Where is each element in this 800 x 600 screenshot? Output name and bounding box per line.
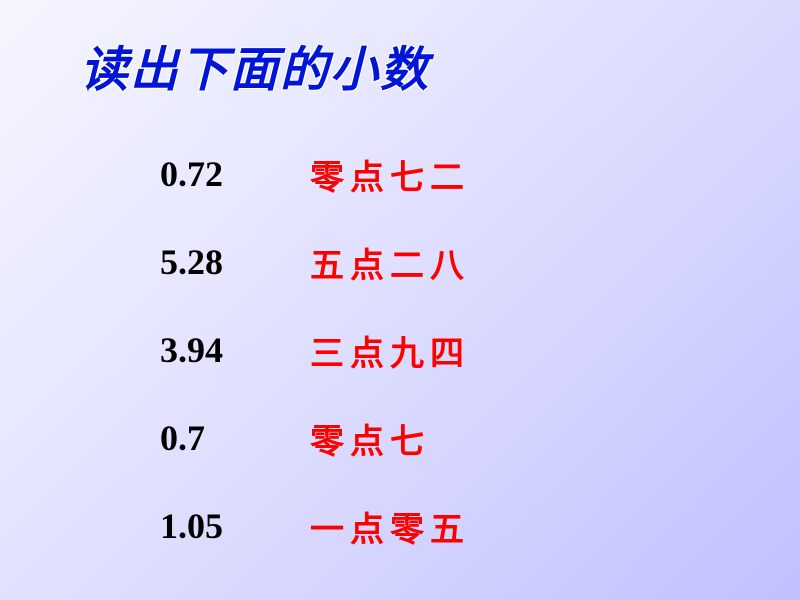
decimal-number: 1.05 — [160, 505, 310, 547]
list-item: 0.72 零点七二 — [160, 130, 470, 218]
page-title: 读出下面的小数 — [80, 30, 430, 100]
decimal-reading: 一点零五 — [310, 502, 470, 551]
decimal-number: 5.28 — [160, 241, 310, 283]
decimal-reading: 零点七 — [310, 414, 430, 463]
decimal-list: 0.72 零点七二 5.28 五点二八 3.94 三点九四 0.7 零点七 1.… — [160, 130, 470, 570]
decimal-reading: 五点二八 — [310, 238, 470, 287]
decimal-reading: 零点七二 — [310, 150, 470, 199]
decimal-number: 3.94 — [160, 329, 310, 371]
decimal-number: 0.72 — [160, 153, 310, 195]
list-item: 3.94 三点九四 — [160, 306, 470, 394]
decimal-reading: 三点九四 — [310, 326, 470, 375]
list-item: 1.05 一点零五 — [160, 482, 470, 570]
decimal-number: 0.7 — [160, 417, 310, 459]
list-item: 0.7 零点七 — [160, 394, 470, 482]
list-item: 5.28 五点二八 — [160, 218, 470, 306]
